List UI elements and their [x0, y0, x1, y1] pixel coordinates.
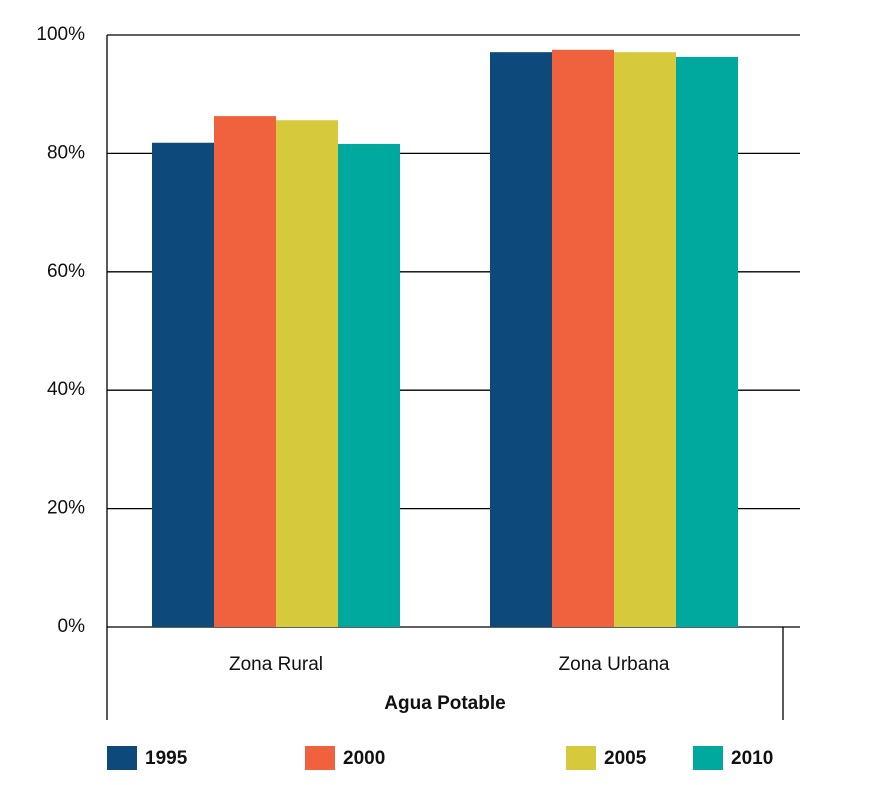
y-tick-label: 60% — [47, 261, 85, 282]
bar — [276, 120, 338, 628]
y-tick-label: 100% — [36, 24, 85, 45]
bar — [614, 52, 676, 628]
x-tick-label: Zona Rural — [229, 654, 323, 675]
bar — [490, 52, 552, 628]
bar — [338, 143, 400, 628]
legend-swatch — [693, 746, 723, 770]
legend-label: 1995 — [145, 748, 188, 769]
bar — [676, 56, 738, 628]
bar — [152, 142, 214, 627]
legend-swatch — [107, 746, 137, 770]
legend-label: 2005 — [604, 748, 647, 769]
legend-swatch — [566, 746, 596, 770]
y-tick-label: 20% — [47, 498, 85, 519]
y-tick-label: 0% — [58, 616, 86, 637]
x-tick-label: Zona Urbana — [559, 654, 670, 675]
bar — [214, 116, 276, 627]
y-tick-label: 80% — [47, 142, 85, 163]
y-tick-label: 40% — [47, 379, 85, 400]
legend-label: 2000 — [343, 748, 385, 769]
legend-label: 2010 — [731, 748, 773, 769]
legend-swatch — [305, 746, 335, 770]
x-axis-title: Agua Potable — [384, 693, 505, 714]
bar — [552, 49, 614, 628]
